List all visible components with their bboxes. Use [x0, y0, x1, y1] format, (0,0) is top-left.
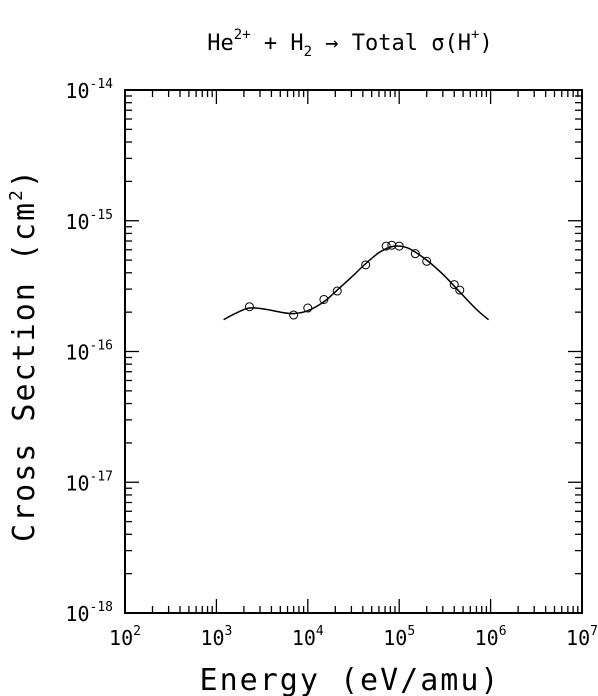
x-tick-label: 102 — [109, 624, 141, 650]
data-point — [289, 310, 299, 320]
plot-frame — [124, 89, 583, 614]
y-tick-label: 10-18 — [65, 600, 113, 626]
x-tick-label: 105 — [383, 624, 415, 650]
y-axis-label-text: Cross Section (cm2) — [6, 168, 42, 542]
axis-ticks — [124, 89, 583, 614]
x-axis-label-text: Energy (eV/amu) — [200, 663, 501, 696]
x-tick-label: 104 — [292, 624, 324, 650]
x-tick-labels: 102 103 104 105 106 107 — [109, 624, 598, 650]
data-point — [381, 241, 391, 251]
data-point — [455, 285, 465, 295]
y-tick-labels: 10-18 10-17 10-16 10-15 10-14 — [65, 77, 113, 626]
y-tick-label: 10-14 — [65, 77, 113, 103]
y-tick-label: 10-15 — [65, 208, 113, 234]
data-point — [332, 286, 342, 296]
data-point — [387, 240, 397, 250]
data-point — [303, 303, 313, 313]
x-tick-label: 103 — [200, 624, 232, 650]
chart-title-text: He2+ + H2 → Total σ(H+) — [207, 27, 492, 60]
y-tick-label: 10-17 — [65, 469, 113, 495]
y-axis-label: Cross Section (cm2) — [6, 168, 42, 542]
x-axis-label: Energy (eV/amu) — [200, 663, 501, 696]
data-series — [223, 240, 490, 321]
chart-title: He2+ + H2 → Total σ(H+) — [207, 27, 492, 60]
data-point — [244, 302, 254, 312]
x-tick-label: 106 — [475, 624, 507, 650]
data-point — [449, 280, 459, 290]
x-tick-label: 107 — [566, 624, 598, 650]
y-tick-label: 10-16 — [65, 339, 113, 365]
data-point — [361, 260, 371, 270]
fit-curve — [223, 245, 490, 321]
data-point — [422, 256, 432, 266]
data-point — [410, 249, 420, 259]
